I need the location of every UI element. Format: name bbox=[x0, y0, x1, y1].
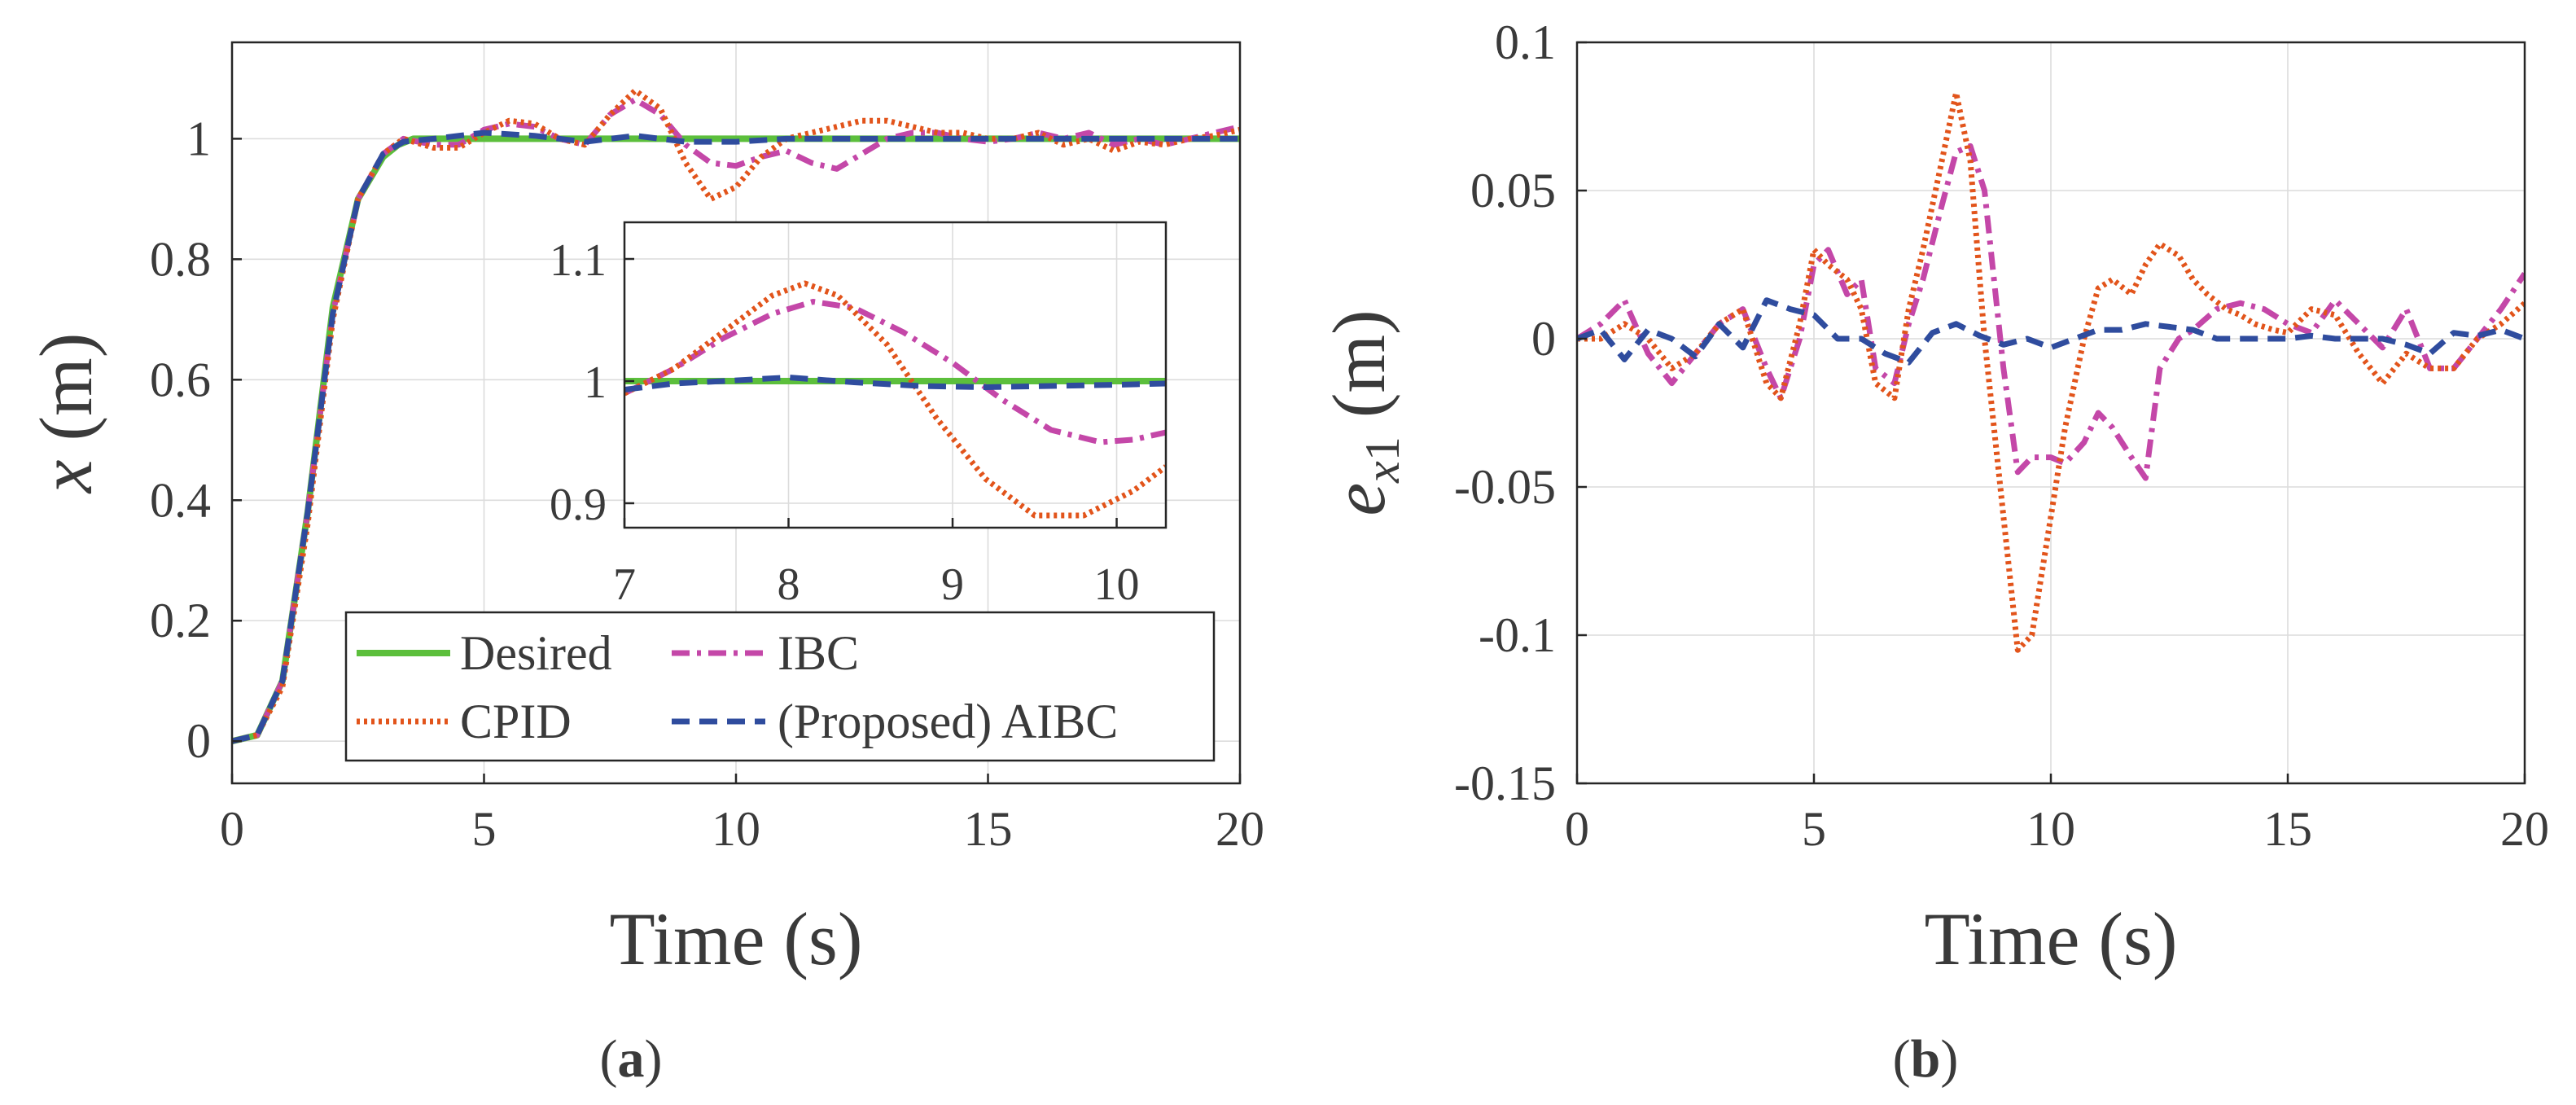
panel-b-series bbox=[1577, 90, 2525, 653]
inset-x-ticks: 7 8 9 10 bbox=[613, 518, 1140, 610]
y-tick-label: 0.6 bbox=[150, 353, 211, 406]
x-tick-label: 10 bbox=[1094, 559, 1140, 610]
x-tick-label: 10 bbox=[2026, 802, 2075, 856]
y-tick-label: -0.05 bbox=[1454, 460, 1556, 514]
panel-a-label: (a) bbox=[600, 1029, 663, 1089]
legend-label-cpid: CPID bbox=[460, 695, 572, 748]
y-tick-label: 0 bbox=[186, 714, 211, 768]
legend-box bbox=[344, 611, 1216, 762]
legend-label-aibc: (Proposed) AIBC bbox=[778, 695, 1118, 748]
x-tick-label: 5 bbox=[1802, 802, 1826, 856]
panel-a-y-label: x (m) bbox=[24, 333, 107, 495]
x-tick-label: 20 bbox=[1216, 802, 1264, 856]
panel-b-y-ticks: -0.15 -0.1 -0.05 0 0.05 0.1 bbox=[1454, 15, 1587, 810]
panel-b-y-label: ex1 (m) bbox=[1317, 309, 1409, 515]
x-tick-label: 20 bbox=[2500, 802, 2549, 856]
y-tick-label: 0 bbox=[1531, 312, 1556, 366]
y-tick-label: 0.9 bbox=[550, 480, 607, 530]
legend-item-desired: Desired bbox=[357, 626, 612, 680]
legend-item-aibc: (Proposed) AIBC bbox=[672, 695, 1118, 748]
x-tick-label: 15 bbox=[964, 802, 1013, 856]
panel-a-inset: 7 8 9 10 0.9 1 1.1 bbox=[550, 221, 1168, 610]
series-cpid bbox=[624, 280, 1166, 519]
x-tick-label: 9 bbox=[941, 559, 964, 610]
panel-a-x-label: Time (s) bbox=[610, 897, 863, 980]
panel-b-label: (b) bbox=[1893, 1029, 1959, 1089]
x-tick-label: 0 bbox=[1565, 802, 1589, 856]
x-tick-label: 15 bbox=[2263, 802, 2312, 856]
y-tick-label: 0.8 bbox=[150, 232, 211, 286]
legend-label-desired: Desired bbox=[460, 626, 612, 680]
x-tick-label: 8 bbox=[778, 559, 800, 610]
series-cpid bbox=[1577, 90, 2525, 653]
series-cpid bbox=[232, 87, 1240, 744]
y-tick-label: 1.1 bbox=[550, 235, 607, 286]
y-tick-label: 0.05 bbox=[1470, 164, 1556, 217]
y-tick-label: -0.15 bbox=[1454, 756, 1556, 810]
series-aibc bbox=[624, 375, 1166, 392]
inset-background bbox=[624, 222, 1166, 528]
panel-a-series bbox=[232, 87, 1240, 745]
legend-item-ibc: IBC bbox=[672, 626, 859, 680]
legend-label-ibc: IBC bbox=[778, 626, 859, 680]
y-tick-label: 0.4 bbox=[150, 473, 211, 527]
legend: Desired IBC CPID (Proposed) AIBC bbox=[344, 611, 1216, 762]
x-tick-label: 10 bbox=[712, 802, 760, 856]
y-tick-label: 1 bbox=[584, 357, 607, 408]
panel-a-x-ticks: 0 5 10 15 20 bbox=[220, 774, 1264, 856]
x-tick-label: 5 bbox=[472, 802, 497, 856]
legend-item-cpid: CPID bbox=[357, 695, 572, 748]
series-aibc bbox=[232, 129, 1240, 744]
inset-frame bbox=[623, 221, 1168, 529]
y-tick-label: -0.1 bbox=[1479, 608, 1556, 662]
inset-y-ticks: 0.9 1 1.1 bbox=[550, 235, 634, 530]
panel-b: 0 5 10 15 20 -0.15 -0.1 -0.05 0 0.05 0.1 Time (s)… bbox=[1317, 15, 2549, 1089]
series-aibc bbox=[1577, 297, 2525, 366]
series-ibc bbox=[624, 299, 1166, 445]
panel-b-x-label: Time (s) bbox=[1925, 897, 2178, 980]
series-ibc bbox=[232, 96, 1240, 744]
y-tick-label: 0.1 bbox=[1495, 15, 1556, 69]
x-tick-label: 0 bbox=[220, 802, 244, 856]
series-ibc bbox=[1577, 143, 2525, 481]
inset-series bbox=[624, 280, 1166, 519]
panel-a-y-ticks: 0 0.2 0.4 0.6 0.8 1 bbox=[150, 112, 242, 768]
panel-a: 0 5 10 15 20 0 0.2 0.4 0.6 0.8 1 Time (s) x (m) 7… bbox=[24, 41, 1264, 1089]
y-tick-label: 1 bbox=[186, 112, 211, 165]
y-tick-label: 0.2 bbox=[150, 594, 211, 647]
panel-b-x-ticks: 0 5 10 15 20 bbox=[1565, 774, 2549, 856]
x-tick-label: 7 bbox=[613, 559, 636, 610]
